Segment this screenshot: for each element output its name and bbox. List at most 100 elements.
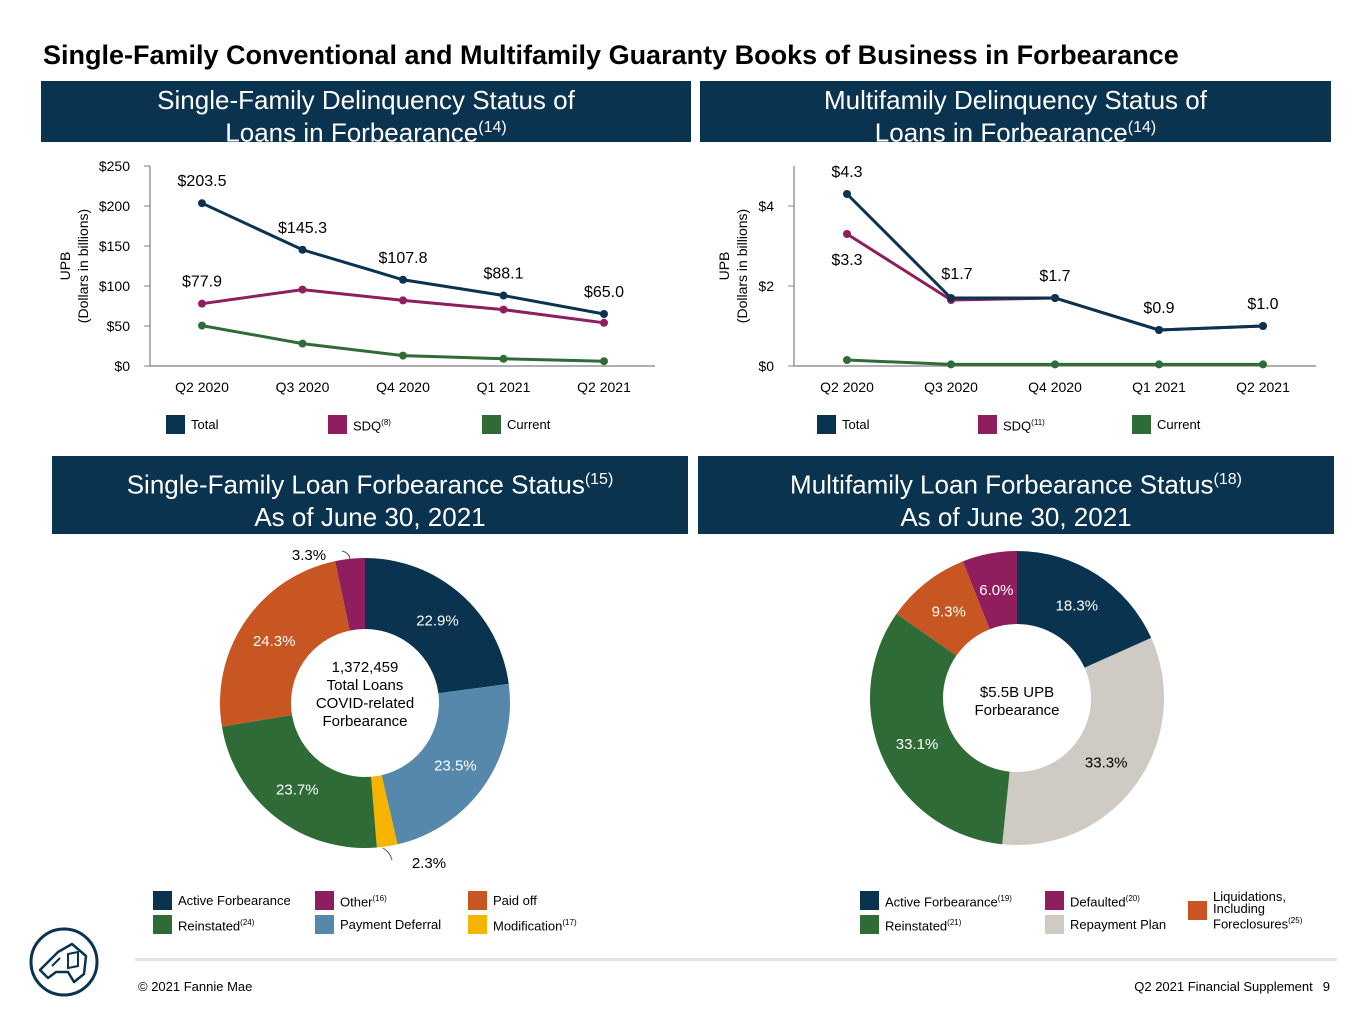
slice-active-forbearance	[365, 558, 509, 694]
slice-label: 33.3%	[1085, 754, 1128, 771]
data-point-total	[1051, 294, 1059, 302]
banner-line-1: Multifamily Loan Forbearance Status(18)	[698, 464, 1334, 501]
data-label: $203.5	[178, 173, 227, 190]
x-tick-label: Q1 2021	[1132, 379, 1186, 395]
banner-line-2: Loans in Forbearance(14)	[41, 114, 691, 147]
data-point-current	[399, 351, 407, 360]
data-point-total	[399, 275, 407, 284]
y-axis-title: UPB (Dollars in billions)	[716, 209, 750, 323]
slice-label: 24.3%	[253, 633, 296, 650]
legend-label: Reinstated(21)	[885, 917, 962, 934]
x-tick-label: Q4 2020	[1028, 379, 1082, 395]
banner-text: Single-Family Loan Forbearance Status	[126, 469, 585, 500]
x-tick-label: Q2 2020	[820, 379, 874, 395]
data-point-total	[947, 294, 955, 302]
data-point-current	[499, 354, 508, 363]
data-point-current	[947, 360, 955, 369]
data-label: $107.8	[379, 250, 428, 267]
legend-swatch	[482, 415, 501, 434]
legend-swatch	[860, 891, 879, 910]
legend-label: Repayment Plan	[1070, 916, 1167, 932]
donut-center-text: Total Loans	[327, 677, 404, 694]
leader-line	[341, 550, 351, 561]
x-tick-label: Q3 2020	[276, 379, 330, 395]
legend-swatch	[1188, 901, 1207, 921]
banner-line-2: As of June 30, 2021	[254, 501, 486, 532]
y-tick-label: $200	[99, 198, 130, 214]
legend-label: SDQ(11)	[1003, 417, 1045, 434]
slice-payment-deferral	[381, 683, 510, 845]
slice-paid-off	[220, 561, 350, 727]
banner-line-1: Single-Family Loan Forbearance Status(15…	[52, 464, 688, 501]
legend-swatch	[1132, 415, 1151, 434]
y-axis-title: UPB (Dollars in billions)	[57, 209, 91, 323]
legend-swatch	[860, 915, 879, 934]
legend-item-reinstated: Reinstated(24)	[153, 915, 254, 934]
legend-item-modification: Modification(17)	[468, 915, 577, 934]
data-point-current	[1259, 360, 1267, 369]
y-tick-label: $0	[758, 358, 774, 374]
data-point-current	[600, 357, 608, 366]
legend-label: Defaulted(20)	[1070, 893, 1140, 910]
data-point-sdq	[198, 299, 206, 308]
legend-item-reinstated: Reinstated(21)	[860, 915, 961, 934]
data-point-sdq	[499, 305, 508, 314]
legend-swatch	[468, 891, 487, 910]
data-label: $145.3	[278, 220, 327, 237]
y-axis-subtitle: (Dollars in billions)	[75, 209, 91, 323]
legend-label: Current	[1157, 416, 1201, 432]
y-tick-label: $150	[99, 238, 130, 254]
y-axis-title-line: UPB	[716, 252, 732, 281]
legend-item-current: Current	[482, 415, 550, 434]
slice-label: 2.3%	[412, 855, 446, 872]
mf_donut-plot: 18.3% 33.3% 33.1% 9.3% 6.0% $5.5B UPBForbeara…	[869, 551, 1164, 845]
legend-item-total: Total	[817, 415, 869, 434]
legend-label: Payment Deferral	[340, 916, 442, 932]
slice-label: 3.3%	[292, 547, 326, 564]
y-tick-label: $100	[99, 278, 130, 294]
legend-swatch	[315, 891, 334, 910]
page-title: Single-Family Conventional and Multifami…	[43, 40, 1179, 70]
slice-label: 18.3%	[1056, 598, 1099, 615]
legend-label: Active Forbearance(19)	[885, 893, 1012, 910]
data-point-current	[1051, 360, 1059, 369]
y-tick-label: $4	[758, 198, 774, 214]
legend-item-sdq: SDQ(8)	[328, 415, 391, 434]
legend-swatch	[153, 891, 172, 910]
sf-delinquency-banner: Single-Family Delinquency Status of Loan…	[41, 81, 691, 146]
banner-line-1: Multifamily Delinquency Status of	[824, 85, 1207, 115]
sf_donut-plot: 22.9% 23.5% 2.3% 23.7% 24.3% 3.3% 1,372,459Tot…	[220, 547, 510, 872]
y-tick-label: $50	[107, 318, 131, 334]
donut-center-text: COVID-related	[316, 695, 414, 712]
data-point-current	[298, 339, 307, 348]
data-label: $88.1	[483, 266, 523, 283]
x-tick-label: Q2 2020	[175, 379, 229, 395]
slice-label: 9.3%	[932, 604, 966, 621]
fannie-mae-house-logo	[29, 927, 99, 997]
banner-text: Loans in Forbearance	[874, 117, 1128, 148]
footer-copyright: © 2021 Fannie Mae	[138, 979, 253, 994]
series-line-sdq	[201, 288, 605, 325]
y-tick-label: $2	[758, 278, 774, 294]
legend-label: Paid off	[493, 892, 537, 908]
data-point-current	[843, 356, 851, 364]
page-number: 9	[1322, 979, 1330, 994]
data-label: $1.7	[1039, 268, 1070, 285]
legend-item-active-forbearance: Active Forbearance(19)	[860, 891, 1012, 910]
sf-forbearance-banner: Single-Family Loan Forbearance Status(15…	[52, 456, 688, 534]
data-point-total	[1155, 326, 1163, 334]
banner-text: Multifamily Loan Forbearance Status	[790, 469, 1214, 500]
slice-active-forbearance	[1017, 551, 1152, 668]
slice-reinstated	[221, 715, 377, 848]
legend-label: Active Forbearance	[178, 892, 291, 908]
data-label: $1.0	[1247, 296, 1278, 313]
data-point-current	[198, 321, 206, 330]
legend-item-liquidations-including-foreclosures: Liquidations, Including Foreclosures(25)	[1188, 890, 1302, 930]
x-tick-label: Q3 2020	[924, 379, 978, 395]
legend-item-paid-off: Paid off	[468, 891, 537, 910]
data-label: $0.9	[1143, 300, 1174, 317]
donut-center-text: Forbearance	[974, 702, 1059, 719]
legend-label: Total	[842, 416, 870, 432]
slice-label: 23.7%	[276, 782, 319, 799]
